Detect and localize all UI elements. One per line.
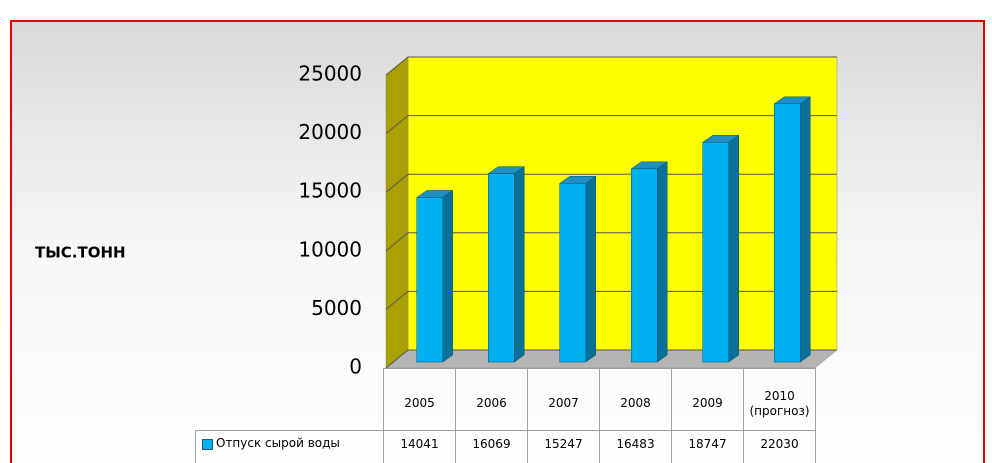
grid-line <box>385 56 837 76</box>
data-label: 18747 <box>671 430 744 463</box>
bar <box>774 103 801 363</box>
y-tick-label: 5000 <box>311 296 362 320</box>
data-label: 22030 <box>743 430 816 463</box>
bar <box>631 168 658 363</box>
x-tick-label: 2006 <box>455 368 528 431</box>
grid-line <box>385 173 837 193</box>
bar-side <box>514 166 525 363</box>
x-tick-label: 2005 <box>383 368 456 431</box>
bar-side <box>442 189 453 363</box>
data-label: 14041 <box>383 430 456 463</box>
bar-side <box>657 161 668 363</box>
back-wall <box>407 56 838 351</box>
grid-line <box>385 115 837 134</box>
data-label: 15247 <box>527 430 600 463</box>
y-tick-label: 15000 <box>298 179 362 203</box>
legend-entry: Отпуск сырой воды <box>195 430 384 463</box>
bar-side <box>800 96 811 363</box>
y-tick-label: 0 <box>349 355 362 379</box>
bar <box>416 197 443 363</box>
side-wall <box>385 56 409 369</box>
data-label: 16069 <box>455 430 528 463</box>
bar-side <box>728 134 739 363</box>
x-tick-label: 2009 <box>671 368 744 431</box>
legend-key <box>202 439 213 450</box>
grid-line <box>385 349 837 369</box>
bar <box>559 183 586 363</box>
legend-label: Отпуск сырой воды <box>216 436 340 450</box>
grid-line <box>385 290 837 310</box>
y-tick-label: 20000 <box>298 120 362 144</box>
data-label: 16483 <box>599 430 672 463</box>
y-tick-label: 25000 <box>298 62 362 86</box>
bar-side <box>585 175 596 363</box>
bar <box>702 142 729 363</box>
x-tick-label: 2007 <box>527 368 600 431</box>
bar <box>488 173 515 363</box>
y-tick-label: 10000 <box>298 237 362 261</box>
floor <box>385 349 838 369</box>
x-tick-label: 2010 (прогноз) <box>743 368 816 431</box>
grid-line <box>385 232 837 252</box>
y-axis-title: ТЫС.ТОНН <box>35 244 126 262</box>
x-tick-label: 2008 <box>599 368 672 431</box>
